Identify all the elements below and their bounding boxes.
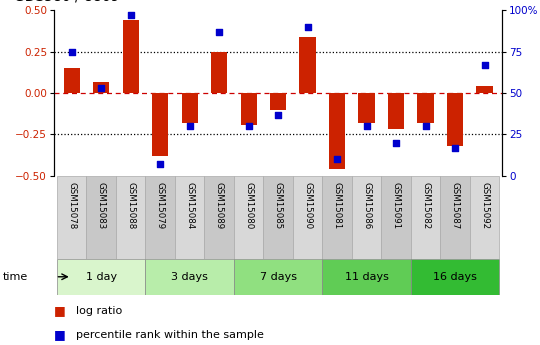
Point bbox=[97, 85, 105, 91]
Point bbox=[185, 124, 194, 129]
Point bbox=[421, 124, 430, 129]
Text: ■: ■ bbox=[54, 328, 66, 341]
Point bbox=[68, 49, 76, 55]
Bar bbox=[359, 93, 375, 123]
Bar bbox=[411, 258, 500, 295]
Bar bbox=[175, 176, 204, 258]
Bar bbox=[57, 176, 86, 258]
Text: GSM15079: GSM15079 bbox=[156, 183, 165, 229]
Text: ■: ■ bbox=[54, 304, 66, 317]
Point bbox=[451, 145, 460, 150]
Text: GSM15090: GSM15090 bbox=[303, 183, 312, 229]
Bar bbox=[264, 176, 293, 258]
Bar bbox=[270, 93, 286, 110]
Text: GSM15083: GSM15083 bbox=[97, 183, 106, 230]
Text: GSM15091: GSM15091 bbox=[392, 183, 401, 229]
Bar bbox=[181, 93, 198, 123]
Point bbox=[303, 24, 312, 30]
Bar bbox=[440, 176, 470, 258]
Text: GSM15085: GSM15085 bbox=[274, 183, 282, 230]
Bar bbox=[447, 93, 463, 146]
Text: 1 day: 1 day bbox=[86, 272, 117, 282]
Point bbox=[156, 161, 165, 167]
Text: log ratio: log ratio bbox=[76, 306, 122, 315]
Text: 7 days: 7 days bbox=[260, 272, 296, 282]
Bar bbox=[152, 93, 168, 156]
Bar bbox=[417, 93, 434, 123]
Bar bbox=[145, 258, 234, 295]
Text: GSM15086: GSM15086 bbox=[362, 183, 371, 230]
Bar bbox=[93, 81, 109, 93]
Bar bbox=[123, 20, 139, 93]
Text: GDS580 / 8869: GDS580 / 8869 bbox=[14, 0, 119, 4]
Text: GSM15087: GSM15087 bbox=[450, 183, 460, 230]
Bar bbox=[234, 258, 322, 295]
Text: 3 days: 3 days bbox=[171, 272, 208, 282]
Text: GSM15089: GSM15089 bbox=[214, 183, 224, 229]
Bar bbox=[64, 68, 80, 93]
Bar bbox=[145, 176, 175, 258]
Text: GSM15081: GSM15081 bbox=[333, 183, 342, 230]
Bar bbox=[322, 176, 352, 258]
Bar bbox=[57, 258, 145, 295]
Text: GSM15092: GSM15092 bbox=[480, 183, 489, 229]
Text: time: time bbox=[3, 272, 28, 282]
Point bbox=[126, 12, 135, 18]
Bar bbox=[86, 176, 116, 258]
Text: GSM15078: GSM15078 bbox=[67, 183, 76, 230]
Bar bbox=[300, 37, 316, 93]
Bar bbox=[470, 176, 500, 258]
Text: 11 days: 11 days bbox=[345, 272, 388, 282]
Bar bbox=[322, 258, 411, 295]
Bar bbox=[204, 176, 234, 258]
Bar bbox=[476, 87, 492, 93]
Point bbox=[480, 62, 489, 68]
Bar bbox=[329, 93, 345, 169]
Bar bbox=[388, 93, 404, 129]
Bar bbox=[293, 176, 322, 258]
Text: GSM15084: GSM15084 bbox=[185, 183, 194, 230]
Text: GSM15080: GSM15080 bbox=[244, 183, 253, 230]
Point bbox=[392, 140, 400, 146]
Bar bbox=[211, 52, 227, 93]
Bar bbox=[240, 93, 256, 125]
Point bbox=[333, 157, 341, 162]
Bar bbox=[116, 176, 145, 258]
Text: 16 days: 16 days bbox=[433, 272, 477, 282]
Bar bbox=[381, 176, 411, 258]
Bar bbox=[411, 176, 440, 258]
Text: GSM15082: GSM15082 bbox=[421, 183, 430, 230]
Point bbox=[274, 112, 282, 117]
Text: GSM15088: GSM15088 bbox=[126, 183, 135, 230]
Point bbox=[215, 29, 224, 34]
Bar bbox=[234, 176, 264, 258]
Point bbox=[362, 124, 371, 129]
Text: percentile rank within the sample: percentile rank within the sample bbox=[76, 330, 264, 339]
Point bbox=[244, 124, 253, 129]
Bar bbox=[352, 176, 381, 258]
